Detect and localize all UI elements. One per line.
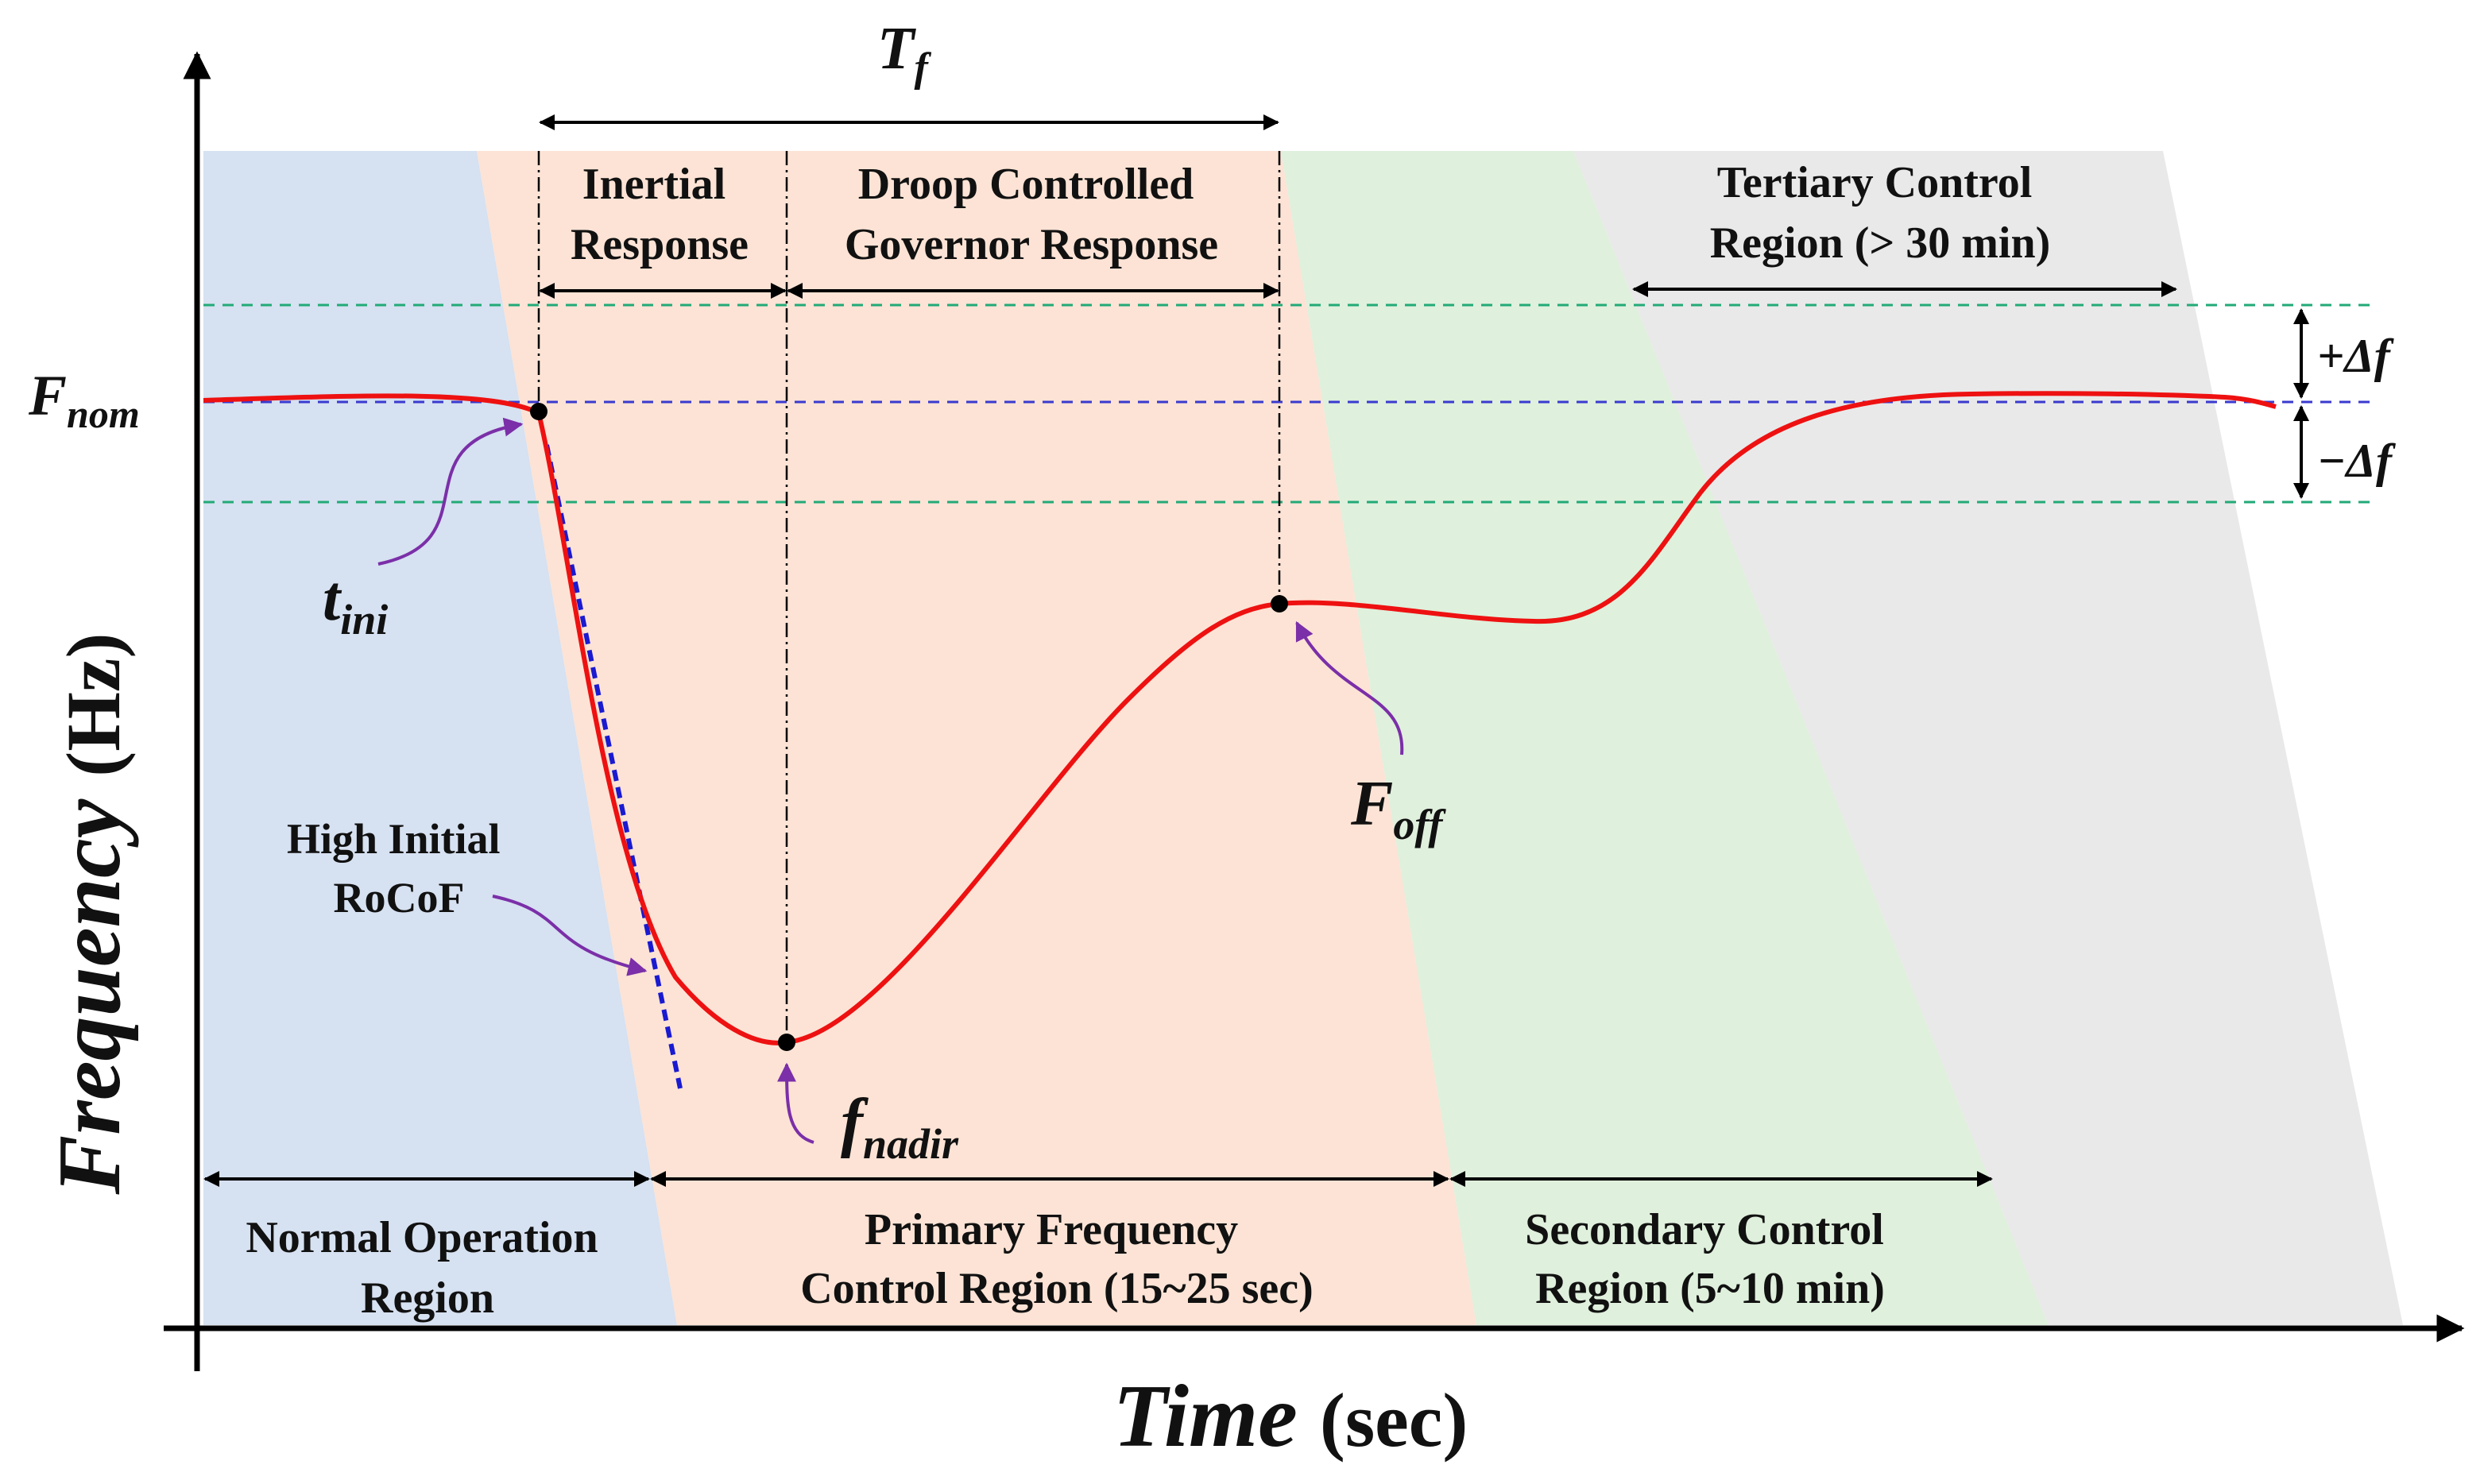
f-nadir-point bbox=[778, 1034, 795, 1051]
plus-delta-label: +Δf bbox=[2317, 330, 2394, 382]
t-ini-point bbox=[530, 403, 547, 420]
droop-governor-label: Droop Controlled Governor Response bbox=[845, 160, 1218, 269]
inertial-response-label: Inertial Response bbox=[571, 160, 749, 269]
y-axis-label: Frequency (Hz) bbox=[41, 633, 139, 1196]
normal-operation-label: Normal Operation Region bbox=[246, 1213, 609, 1323]
secondary-control-region-band bbox=[1281, 151, 2049, 1325]
f-nadir-pointer-arrow bbox=[777, 1062, 814, 1144]
f-off-pointer-arrow bbox=[1295, 620, 1404, 756]
primary-control-region-band bbox=[477, 151, 1476, 1325]
rocof-pointer-arrow bbox=[492, 895, 648, 976]
secondary-control-label: Secondary Control Region (5~10 min) bbox=[1525, 1205, 1895, 1313]
high-rocof-label: High Initial RoCoF bbox=[287, 815, 511, 922]
rocof-tangent-line bbox=[544, 444, 683, 1089]
frequency-response-curve bbox=[203, 391, 2277, 1045]
t-f-label: Tf bbox=[877, 15, 931, 91]
t-ini-pointer-arrow bbox=[377, 417, 524, 566]
minus-delta-label: −Δf bbox=[2317, 435, 2396, 487]
tertiary-control-region-band bbox=[1573, 151, 2403, 1325]
f-nom-label: Fnom bbox=[28, 364, 140, 436]
f-off-point bbox=[1271, 595, 1288, 613]
primary-control-label: Primary Frequency Control Region (15~25 … bbox=[800, 1205, 1314, 1313]
f-off-label: Foff bbox=[1350, 769, 1446, 848]
normal-operation-region-band bbox=[203, 151, 677, 1325]
x-axis-label: Time (sec) bbox=[1113, 1367, 1468, 1466]
t-ini-label: tini bbox=[323, 564, 388, 643]
tertiary-control-label: Tertiary Control Region (> 30 min) bbox=[1710, 158, 2051, 268]
